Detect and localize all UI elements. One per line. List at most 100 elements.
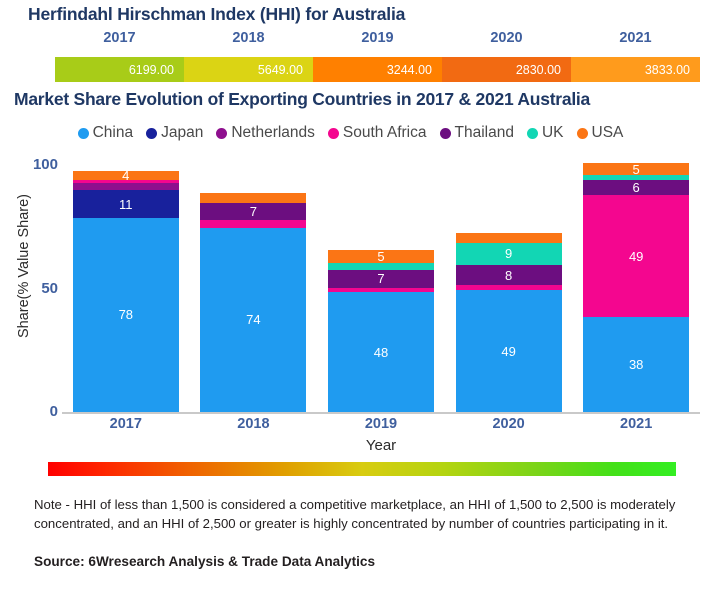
bar-segment-uk[interactable]	[327, 262, 434, 271]
bar-segment-japan[interactable]: 11	[72, 190, 179, 218]
bar-segment-value: 9	[504, 246, 513, 262]
legend-label: USA	[591, 124, 624, 141]
bar-slot-2021: 38 49 6 5	[572, 163, 700, 412]
bar-segment-china[interactable]: 38	[583, 317, 690, 412]
hhi-year-header-row: 2017 2018 2019 2020 2021	[55, 30, 700, 46]
stacked-bar[interactable]: 78 11 4	[72, 167, 179, 412]
stacked-bar[interactable]: 48 7 5	[327, 250, 434, 412]
legend-swatch-icon	[146, 127, 158, 139]
hhi-year-label: 2021	[619, 30, 652, 46]
legend-item-china[interactable]: China	[77, 124, 134, 142]
bar-slot-2017: 78 11 4	[62, 163, 190, 412]
legend-swatch-icon	[216, 127, 228, 139]
bar-segment-south-africa[interactable]	[72, 180, 179, 183]
hhi-value-text: 6199.00	[128, 62, 174, 77]
hhi-value-bar: 6199.00 5649.00 3244.00 2830.00 3833.00	[55, 57, 700, 82]
stacked-bar[interactable]: 74 7	[200, 192, 307, 412]
bar-segment-thailand[interactable]: 7	[327, 270, 434, 288]
legend-item-uk[interactable]: UK	[526, 124, 564, 142]
bar-segment-south-africa[interactable]	[327, 287, 434, 293]
bar-slot-2019: 48 7 5	[317, 163, 445, 412]
hhi-value-cell: 3833.00	[571, 57, 700, 82]
legend-label: UK	[541, 124, 564, 141]
bar-segment-south-africa[interactable]	[200, 220, 307, 228]
x-axis-tick-label: 2019	[364, 416, 398, 432]
hhi-value-cell: 2830.00	[442, 57, 571, 82]
competitiveness-gradient-strip	[48, 462, 676, 476]
bar-segment-usa[interactable]: 5	[327, 250, 434, 263]
hhi-value-cell: 3244.00	[313, 57, 442, 82]
hhi-title: Herfindahl Hirschman Index (HHI) for Aus…	[28, 4, 406, 24]
bar-segment-value: 5	[632, 161, 640, 177]
bar-segment-netherlands[interactable]	[72, 182, 179, 191]
x-axis-line	[62, 412, 700, 414]
legend-swatch-icon	[576, 127, 588, 139]
bar-segment-value: 7	[377, 271, 385, 287]
bar-segment-value: 38	[628, 357, 644, 373]
bar-segment-china[interactable]: 49	[455, 290, 562, 412]
bar-segment-usa[interactable]: 4	[72, 167, 179, 183]
bar-segment-china[interactable]: 74	[200, 227, 307, 412]
bar-segment-thailand[interactable]: 8	[455, 265, 562, 286]
bar-segment-thailand[interactable]: 7	[200, 202, 307, 221]
legend-label: Netherlands	[231, 124, 315, 141]
bar-slot-2020: 49 8 9	[445, 163, 573, 412]
bar-segment-usa[interactable]	[455, 232, 562, 243]
stacked-bar-group: 78 11 4 74 7 48 7 5 49 8 9 38 49 6 5	[62, 163, 700, 412]
bar-slot-2018: 74 7	[190, 163, 318, 412]
chart-title: Market Share Evolution of Exporting Coun…	[14, 89, 591, 109]
hhi-value-cell: 6199.00	[55, 57, 184, 82]
legend-item-usa[interactable]: USA	[576, 124, 624, 142]
y-axis-tick-label: 100	[32, 156, 58, 173]
legend-label: South Africa	[342, 124, 427, 141]
x-axis-tick-label: 2017	[109, 416, 142, 432]
legend-swatch-icon	[77, 127, 89, 139]
stacked-bar[interactable]: 38 49 6 5	[583, 161, 690, 412]
footer-source: Source: 6Wresearch Analysis & Trade Data…	[34, 554, 375, 569]
legend-label: Thailand	[454, 124, 514, 141]
hhi-value-text: 3833.00	[644, 62, 690, 77]
bar-segment-usa[interactable]: 5	[583, 161, 690, 177]
hhi-value-text: 2830.00	[515, 62, 561, 77]
bar-segment-value: 7	[249, 204, 257, 220]
legend-swatch-icon	[439, 127, 451, 139]
hhi-value-text: 5649.00	[257, 62, 303, 77]
legend-swatch-icon	[526, 127, 538, 139]
bar-segment-value: 49	[628, 248, 644, 264]
stacked-bar[interactable]: 49 8 9	[455, 232, 562, 412]
hhi-year-label: 2019	[361, 30, 394, 46]
bar-segment-thailand[interactable]: 6	[583, 180, 690, 196]
hhi-year-label: 2017	[103, 30, 136, 46]
bar-segment-usa[interactable]	[200, 192, 307, 203]
legend-item-japan[interactable]: Japan	[146, 124, 203, 142]
bar-segment-value: 8	[504, 267, 513, 283]
bar-segment-value: 48	[373, 344, 389, 360]
bar-segment-china[interactable]: 48	[327, 292, 434, 412]
bar-segment-value: 4	[122, 167, 130, 183]
hhi-year-label: 2018	[232, 30, 265, 46]
x-axis-title: Year	[365, 437, 397, 454]
bar-segment-south-africa[interactable]: 49	[583, 195, 690, 318]
legend-swatch-icon	[327, 127, 339, 139]
bar-segment-china[interactable]: 78	[72, 217, 179, 412]
bar-segment-uk[interactable]: 9	[455, 242, 562, 266]
footer-note: Note - HHI of less than 1,500 is conside…	[34, 497, 676, 531]
legend-item-south-africa[interactable]: South Africa	[327, 124, 427, 142]
legend-label: China	[92, 124, 134, 141]
y-axis-tick-label: 50	[41, 280, 58, 297]
y-axis-tick-label: 0	[49, 403, 58, 420]
bar-segment-uk[interactable]	[583, 175, 690, 181]
x-axis-tick-label: 2018	[237, 416, 270, 432]
x-axis-tick-label: 2020	[492, 416, 525, 432]
hhi-value-cell: 5649.00	[184, 57, 313, 82]
bar-segment-south-africa[interactable]	[455, 285, 562, 290]
hhi-value-text: 3244.00	[386, 62, 432, 77]
hhi-year-label: 2020	[490, 30, 523, 46]
legend-item-thailand[interactable]: Thailand	[439, 124, 514, 142]
bar-segment-value: 78	[118, 307, 134, 323]
legend-item-netherlands[interactable]: Netherlands	[216, 124, 315, 142]
bar-segment-value: 6	[632, 180, 640, 196]
x-axis-tick-labels: 2017 2018 2019 2020 2021	[62, 416, 700, 432]
legend-label: Japan	[161, 124, 204, 141]
y-axis-title: Share(% Value Share)	[16, 194, 32, 339]
